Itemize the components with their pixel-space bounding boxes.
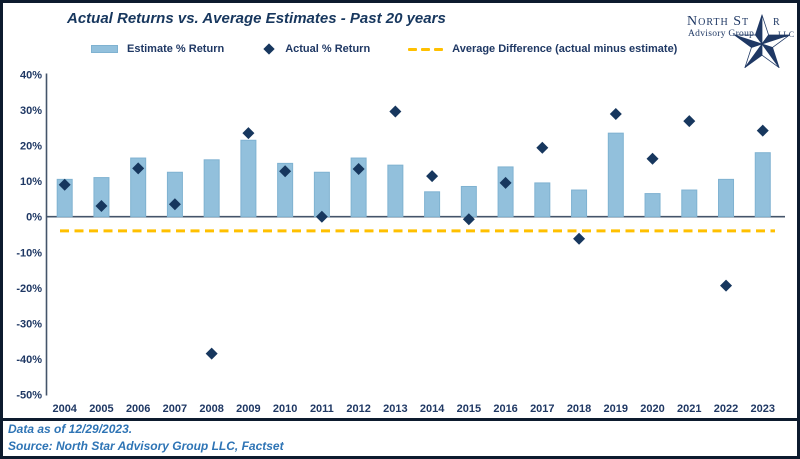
source-note: Source: North Star Advisory Group LLC, F… (8, 439, 284, 453)
x-axis-label-2021: 2021 (677, 403, 701, 415)
x-axis-label-2020: 2020 (640, 403, 664, 415)
actual-return-marker-2014 (426, 170, 439, 183)
y-axis-tick-label: -30% (16, 318, 42, 330)
actual-return-marker-2016 (499, 176, 512, 189)
dashed-line-swatch-icon (408, 47, 444, 51)
x-axis-label-2009: 2009 (236, 403, 260, 415)
bar-2015 (460, 185, 477, 218)
bar-2011 (313, 171, 330, 218)
actual-return-marker-2015 (462, 213, 475, 226)
actual-return-marker-2004 (58, 178, 71, 191)
legend: Estimate % Return Actual % Return Averag… (91, 41, 677, 57)
bar-2008 (203, 159, 220, 218)
actual-return-marker-2019 (609, 107, 622, 120)
actual-return-marker-2013 (389, 105, 402, 118)
legend-item-actual: Actual % Return (262, 43, 370, 55)
bar-2018 (571, 189, 588, 218)
bar-2019 (607, 132, 624, 218)
x-axis-label-2023: 2023 (751, 403, 775, 415)
bar-2021 (681, 189, 698, 218)
actual-return-marker-2021 (683, 115, 696, 128)
x-axis-label-2004: 2004 (52, 403, 77, 415)
bar-2020 (644, 193, 661, 218)
y-axis-tick-label: 10% (20, 176, 42, 188)
actual-return-marker-2005 (95, 200, 108, 213)
bar-2022 (718, 178, 735, 218)
bar-2016 (497, 166, 514, 218)
x-axis-label-2014: 2014 (420, 403, 445, 415)
logo-name-part2: r (773, 14, 780, 29)
bar-2014 (424, 191, 441, 218)
y-axis-tick-label: -10% (16, 247, 42, 259)
north-star-logo: North St r Advisory Group LLC (679, 6, 797, 80)
x-axis-label-2015: 2015 (457, 403, 481, 415)
x-axis-label-2007: 2007 (163, 403, 187, 415)
x-axis-label-2013: 2013 (383, 403, 407, 415)
x-axis-label-2019: 2019 (604, 403, 628, 415)
legend-item-estimate: Estimate % Return (91, 43, 224, 55)
x-axis-label-2010: 2010 (273, 403, 297, 415)
x-axis-label-2008: 2008 (199, 403, 223, 415)
actual-return-marker-2018 (573, 232, 586, 245)
x-axis-label-2011: 2011 (310, 403, 334, 415)
north-star-compass-icon (734, 14, 790, 68)
actual-return-marker-2011 (315, 210, 328, 223)
y-axis-tick-label: 30% (20, 105, 42, 117)
actual-return-marker-2009 (242, 127, 255, 140)
actual-return-marker-2006 (132, 162, 145, 175)
logo-name-part1: North St (687, 14, 750, 29)
x-axis-label-2022: 2022 (714, 403, 738, 415)
actual-return-marker-2008 (205, 347, 218, 360)
x-axis-label-2016: 2016 (493, 403, 517, 415)
bar-2013 (387, 164, 404, 218)
x-axis-label-2006: 2006 (126, 403, 150, 415)
y-axis-tick-label: -20% (16, 283, 42, 295)
chart-title: Actual Returns vs. Average Estimates - P… (67, 10, 446, 27)
legend-label-average-difference: Average Difference (actual minus estimat… (452, 43, 678, 55)
actual-return-marker-2022 (720, 279, 733, 292)
bar-2012 (350, 157, 367, 218)
actual-return-marker-2020 (646, 152, 659, 165)
actual-return-marker-2012 (352, 163, 365, 176)
y-axis-tick-label: -40% (16, 354, 42, 366)
actual-return-marker-2017 (536, 141, 549, 154)
y-axis-tick-label: 40% (20, 69, 42, 81)
y-axis-tick-label: 20% (20, 141, 42, 153)
x-axis-label-2017: 2017 (530, 403, 554, 415)
legend-label-actual: Actual % Return (285, 43, 371, 55)
bar-2023 (754, 152, 771, 218)
bar-2010 (277, 162, 294, 218)
bar-2009 (240, 139, 257, 218)
bar-2017 (534, 182, 551, 218)
legend-label-estimate: Estimate % Return (127, 43, 225, 55)
x-axis-label-2018: 2018 (567, 403, 591, 415)
bar-swatch-icon (91, 45, 118, 53)
logo-subtitle: Advisory Group (688, 29, 755, 39)
actual-return-marker-2007 (168, 198, 181, 211)
actual-return-marker-2023 (756, 124, 769, 137)
y-axis-tick-label: -50% (16, 389, 42, 401)
data-as-of-note: Data as of 12/29/2023. (8, 422, 133, 436)
chart-canvas: 40% 30% 20% 10% 0% -10% -20% -30% -40% -50% 2004 20… (16, 69, 785, 415)
legend-item-average-difference: Average Difference (actual minus estimat… (408, 43, 677, 55)
actual-return-marker-2010 (279, 165, 292, 178)
footer-divider (3, 418, 797, 421)
logo-llc: LLC (778, 30, 795, 39)
y-axis-tick-label: 0% (26, 212, 42, 224)
bar-2006 (130, 157, 147, 218)
x-axis-label-2005: 2005 (89, 403, 113, 415)
x-axis-label-2012: 2012 (346, 403, 370, 415)
